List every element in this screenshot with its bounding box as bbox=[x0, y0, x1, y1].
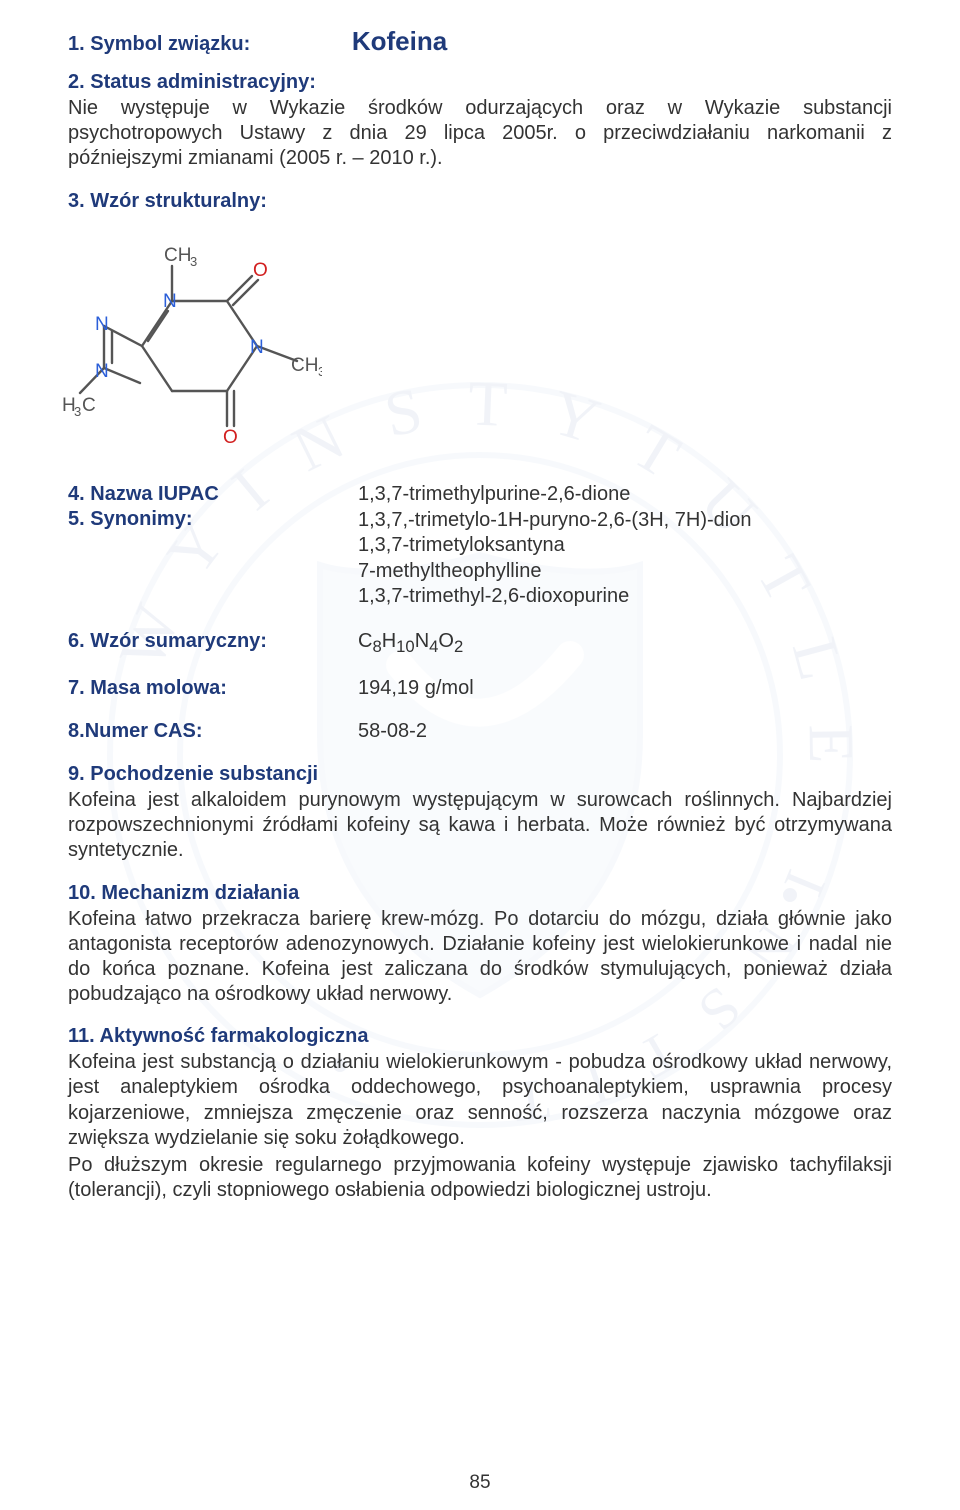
svg-text:N: N bbox=[95, 361, 109, 382]
section-11: 11. Aktywność farmakologiczna Kofeina je… bbox=[68, 1025, 892, 1203]
section-9: 9. Pochodzenie substancji Kofeina jest a… bbox=[68, 763, 892, 864]
section-10: 10. Mechanizm działania Kofeina łatwo pr… bbox=[68, 882, 892, 1008]
svg-text:O: O bbox=[223, 427, 238, 448]
synonym-3: 7-methyltheophylline bbox=[358, 559, 892, 585]
section-10-heading: 10. Mechanizm działania bbox=[68, 882, 299, 904]
section-3: 3. Wzór strukturalny: bbox=[68, 190, 892, 213]
section-6: 6. Wzór sumaryczny: C8H10N4O2 bbox=[68, 630, 892, 657]
section-4: 4. Nazwa IUPAC 1,3,7-trimethylpurine-2,6… bbox=[68, 483, 892, 506]
svg-text:3: 3 bbox=[318, 364, 322, 379]
section-8: 8.Numer CAS: 58-08-2 bbox=[68, 720, 892, 743]
section-4-value: 1,3,7-trimethylpurine-2,6-dione bbox=[358, 483, 892, 506]
section-9-heading: 9. Pochodzenie substancji bbox=[68, 763, 318, 785]
section-6-label: 6. Wzór sumaryczny: bbox=[68, 630, 358, 657]
section-2-heading: 2. Status administracyjny: bbox=[68, 71, 316, 93]
section-9-body: Kofeina jest alkaloidem purynowym występ… bbox=[68, 788, 892, 864]
svg-text:3: 3 bbox=[74, 404, 81, 419]
svg-text:N: N bbox=[250, 337, 264, 358]
section-1: 1. Symbol związku: Kofeina bbox=[68, 26, 892, 57]
section-8-label: 8.Numer CAS: bbox=[68, 720, 358, 743]
section-2-body: Nie występuje w Wykazie środków odurzają… bbox=[68, 96, 892, 172]
svg-text:N: N bbox=[163, 291, 177, 312]
svg-text:CH: CH bbox=[291, 355, 318, 376]
section-2: 2. Status administracyjny: Nie występuje… bbox=[68, 71, 892, 172]
section-3-heading: 3. Wzór strukturalny: bbox=[68, 190, 267, 212]
document-body: 1. Symbol związku: Kofeina 2. Status adm… bbox=[0, 0, 960, 1223]
section-5: 5. Synonimy: 1,3,7,-trimetylo-1H-puryno-… bbox=[68, 508, 892, 610]
section-7: 7. Masa molowa: 194,19 g/mol bbox=[68, 677, 892, 700]
synonym-1: 1,3,7,-trimetylo-1H-puryno-2,6-(3H, 7H)-… bbox=[358, 508, 892, 534]
cas-number: 58-08-2 bbox=[358, 720, 892, 743]
svg-text:CH: CH bbox=[164, 245, 191, 266]
section-11-p2: Po dłuższym okresie regularnego przyjmow… bbox=[68, 1153, 892, 1203]
svg-text:3: 3 bbox=[190, 254, 197, 269]
section-4-label: 4. Nazwa IUPAC bbox=[68, 483, 358, 506]
section-1-colon: : bbox=[244, 33, 251, 55]
svg-text:N: N bbox=[95, 314, 109, 335]
synonym-2: 1,3,7-trimetyloksantyna bbox=[358, 533, 892, 559]
section-5-label: 5. Synonimy: bbox=[68, 508, 358, 610]
compound-name: Kofeina bbox=[352, 26, 447, 56]
section-10-body: Kofeina łatwo przekracza barierę krew-mó… bbox=[68, 907, 892, 1008]
section-5-values: 1,3,7,-trimetylo-1H-puryno-2,6-(3H, 7H)-… bbox=[358, 508, 892, 610]
section-1-number: 1. Symbol związku bbox=[68, 33, 244, 55]
structural-formula: CH3 N N N N O O CH3 H3C bbox=[62, 231, 892, 467]
svg-text:C: C bbox=[82, 395, 96, 416]
section-11-p1: Kofeina jest substancją o działaniu wiel… bbox=[68, 1050, 892, 1151]
molecular-formula: C8H10N4O2 bbox=[358, 630, 892, 657]
svg-text:O: O bbox=[253, 260, 268, 281]
section-11-heading: 11. Aktywność farmakologiczna bbox=[68, 1025, 368, 1047]
page-number: 85 bbox=[0, 1472, 960, 1494]
molar-mass: 194,19 g/mol bbox=[358, 677, 892, 700]
section-7-label: 7. Masa molowa: bbox=[68, 677, 358, 700]
synonym-4: 1,3,7-trimethyl-2,6-dioxopurine bbox=[358, 584, 892, 610]
